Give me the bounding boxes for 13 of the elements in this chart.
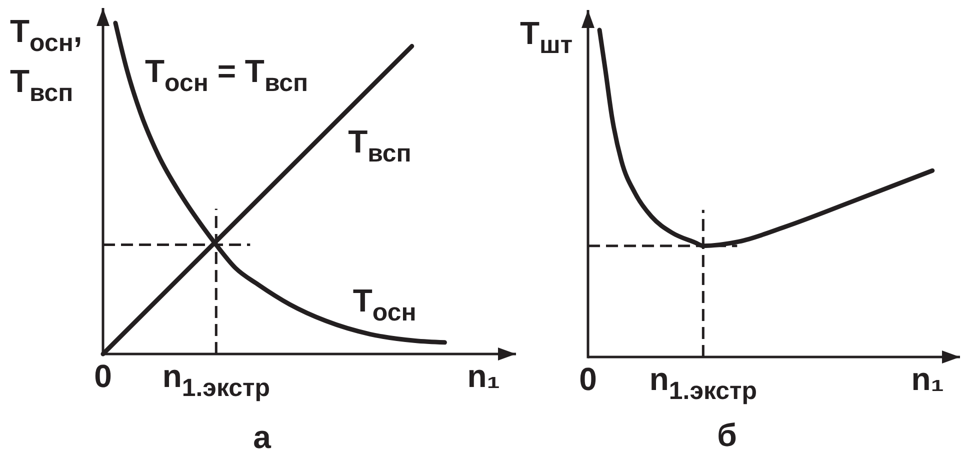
text: а [253,419,272,455]
x-tick-label: 0 [94,358,112,394]
x-tick-label: n$_{1.экстр}$ [649,361,757,405]
x-axis-title: n₁ [467,358,500,394]
x-tick-label: n$_{1.экстр}$ [162,358,270,402]
x-tick-label: 0 [579,361,597,397]
series-label: T$_{всп}$ [348,124,412,168]
x-axis-title: n₁ [911,361,944,397]
y-axis-title: T$_{шт}$ [520,15,573,59]
annotation: T$_{осн}$ = T$_{всп}$ [145,53,308,97]
text: б [717,417,737,453]
text: T$_{осн}$, T$_{всп}$ [10,13,82,107]
series-label: T$_{осн}$ [352,282,416,326]
